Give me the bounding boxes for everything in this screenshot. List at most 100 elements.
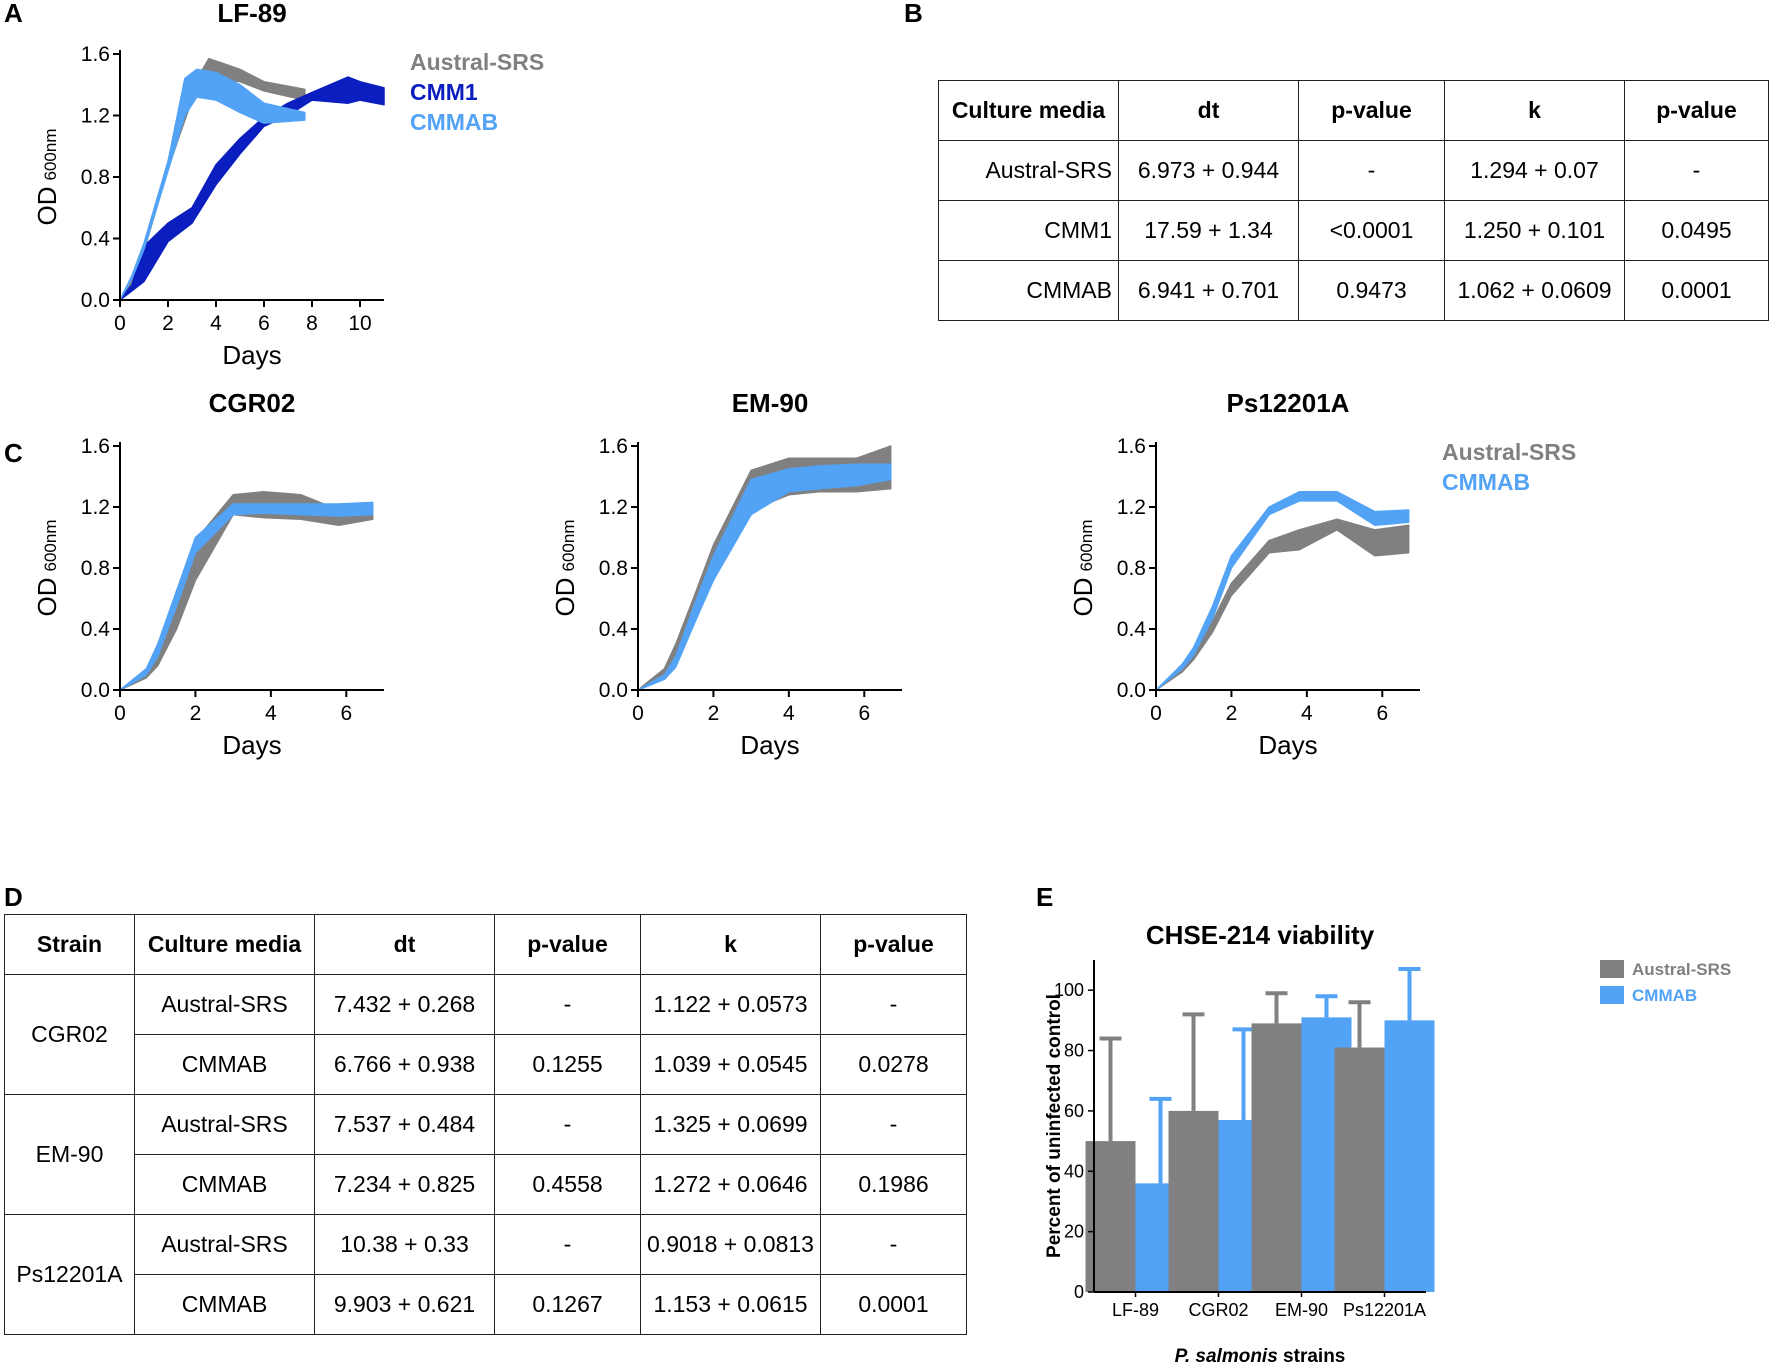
table-b-k: 1.294 + 0.07 — [1444, 140, 1625, 201]
y-axis-label: OD600nm — [550, 520, 580, 617]
table-d-k: 0.9018 + 0.0813 — [640, 1214, 821, 1275]
y-tick-label: 0.4 — [1117, 618, 1147, 641]
table-d-media: Austral-SRS — [134, 1214, 315, 1275]
table-row: CMM1 17.59 + 1.34 <0.0001 1.250 + 0.101 … — [938, 200, 1769, 261]
growth-chart-lf-89: LF-89 0.0 0.4 0.8 1.2 1.6 0 2 4 6 8 10 Days OD600nm Au… — [32, 0, 544, 370]
x-axis-label: Days — [1258, 730, 1317, 760]
chart-title: EM-90 — [732, 388, 809, 418]
series-band-cmmab — [119, 501, 374, 691]
x-tick-label: 2 — [162, 312, 174, 335]
series-band-cmmab — [119, 68, 306, 301]
x-tick-label: 4 — [265, 702, 277, 725]
y-tick-label: 1.2 — [81, 105, 110, 128]
table-d-header-k: k — [640, 914, 821, 975]
table-d-header-pvalue-k: p-value — [820, 914, 967, 975]
growth-chart-ps12201a: Ps12201A 0.0 0.4 0.8 1.2 1.6 0 2 4 6 Days OD600nm Au… — [1068, 388, 1576, 760]
x-tick-label: 6 — [258, 312, 270, 335]
y-tick-label: 1.6 — [81, 43, 110, 66]
x-tick-label: 10 — [348, 312, 371, 335]
table-b-header-media: Culture media — [938, 80, 1119, 141]
bar-chart-viability: CHSE-214 viability LF-89 CGR02 EM-90 Ps12201… — [1044, 920, 1731, 1366]
y-tick-label: 0.0 — [1117, 679, 1146, 702]
table-b-p1: 0.9473 — [1298, 260, 1445, 321]
charts-layer: LF-89 0.0 0.4 0.8 1.2 1.6 0 2 4 6 8 10 Days OD600nm Au… — [32, 0, 1731, 1366]
table-d-p2: - — [820, 974, 967, 1035]
panel-letter-d: D — [4, 882, 23, 912]
table-b-p2: 0.0495 — [1624, 200, 1769, 261]
table-row: CMMAB 6.766 + 0.938 0.1255 1.039 + 0.054… — [5, 1034, 967, 1095]
table-b-dt: 6.973 + 0.944 — [1118, 140, 1299, 201]
table-d-header-dt: dt — [314, 914, 495, 975]
x-axis-label: P. salmonis strains — [1175, 1346, 1346, 1366]
y-tick-label: 20 — [1064, 1222, 1084, 1242]
table-d-dt: 6.766 + 0.938 — [314, 1034, 495, 1095]
legend-entry-austral-srs: Austral-SRS — [410, 49, 544, 75]
y-tick-label: 0.8 — [599, 557, 628, 580]
bar-austral-srs — [1334, 1047, 1385, 1292]
table-d-media: Austral-SRS — [134, 974, 315, 1035]
table-b-k: 1.250 + 0.101 — [1444, 200, 1625, 261]
table-d-k: 1.039 + 0.0545 — [640, 1034, 821, 1095]
table-b-header-k: k — [1444, 80, 1625, 141]
series-band-cmm1 — [119, 76, 385, 301]
y-axis-label: Percent of uninfected control — [1044, 994, 1065, 1258]
table-b-p2: 0.0001 — [1624, 260, 1769, 321]
x-tick-label: LF-89 — [1112, 1300, 1159, 1320]
table-d-media: Austral-SRS — [134, 1094, 315, 1155]
y-axis-label: OD600nm — [32, 129, 62, 226]
legend-entry-cmmab: CMMAB — [1632, 986, 1697, 1005]
table-b-p2: - — [1624, 140, 1769, 201]
table-d-k: 1.272 + 0.0646 — [640, 1154, 821, 1215]
panel-letter-a: A — [4, 0, 23, 28]
table-row: CMMAB 7.234 + 0.825 0.4558 1.272 + 0.064… — [5, 1154, 967, 1215]
table-d-dt: 10.38 + 0.33 — [314, 1214, 495, 1275]
table-d-strain: Ps12201A — [4, 1214, 135, 1335]
y-tick-label: 40 — [1064, 1161, 1084, 1181]
y-tick-label: 0.0 — [81, 289, 110, 312]
x-tick-label: 6 — [1376, 702, 1388, 725]
table-d-media: CMMAB — [134, 1154, 315, 1215]
table-b-p1: <0.0001 — [1298, 200, 1445, 261]
chart-title: CHSE-214 viability — [1146, 920, 1375, 950]
legend-swatch-cmmab — [1600, 986, 1624, 1004]
series-band-cmmab — [637, 463, 892, 691]
table-b-header-pvalue-k: p-value — [1624, 80, 1769, 141]
y-tick-label: 0.4 — [599, 618, 629, 641]
table-row: Ps12201A Austral-SRS 10.38 + 0.33 - 0.90… — [4, 1214, 967, 1335]
table-row: CMMAB 9.903 + 0.621 0.1267 1.153 + 0.061… — [5, 1274, 967, 1335]
legend-entry-cmmab: CMMAB — [1442, 469, 1530, 495]
table-d-dt: 7.234 + 0.825 — [314, 1154, 495, 1215]
growth-chart-cgr02: CGR02 0.0 0.4 0.8 1.2 1.6 0 2 4 6 Days OD600nm — [32, 388, 384, 760]
table-d-k: 1.325 + 0.0699 — [640, 1094, 821, 1155]
table-d-p2: - — [820, 1094, 967, 1155]
table-d-p2: 0.1986 — [820, 1154, 967, 1215]
chart-title: Ps12201A — [1227, 388, 1350, 418]
y-axis-label: OD600nm — [32, 520, 62, 617]
table-d-p1: - — [494, 1094, 641, 1155]
table-d-header-pvalue-dt: p-value — [494, 914, 641, 975]
table-row: CGR02 Austral-SRS 7.432 + 0.268 - 1.122 … — [4, 974, 967, 1095]
table-d-header-media: Culture media — [134, 914, 315, 975]
legend-swatch-austral-srs — [1600, 960, 1624, 978]
y-tick-label: 60 — [1064, 1101, 1084, 1121]
x-tick-label: 4 — [1301, 702, 1313, 725]
table-d-dt: 9.903 + 0.621 — [314, 1274, 495, 1335]
table-b-media: Austral-SRS — [938, 140, 1119, 201]
table-d-p1: 0.4558 — [494, 1154, 641, 1215]
table-d-p2: 0.0001 — [820, 1274, 967, 1335]
table-d-strain: CGR02 — [4, 974, 135, 1095]
y-tick-label: 100 — [1054, 980, 1084, 1000]
table-d-header-strain: Strain — [4, 914, 135, 975]
table-b-header-row: Culture media dt p-value k p-value — [938, 80, 1769, 141]
y-tick-label: 1.2 — [81, 496, 110, 519]
chart-title: CGR02 — [209, 388, 296, 418]
y-tick-label: 0.0 — [81, 679, 110, 702]
table-b-header-pvalue-dt: p-value — [1298, 80, 1445, 141]
x-tick-label: 4 — [783, 702, 795, 725]
x-tick-label: 0 — [114, 702, 126, 725]
table-d-strain: EM-90 — [4, 1094, 135, 1215]
y-tick-label: 0.4 — [81, 228, 111, 251]
table-d-p2: 0.0278 — [820, 1034, 967, 1095]
x-tick-label: 6 — [858, 702, 870, 725]
